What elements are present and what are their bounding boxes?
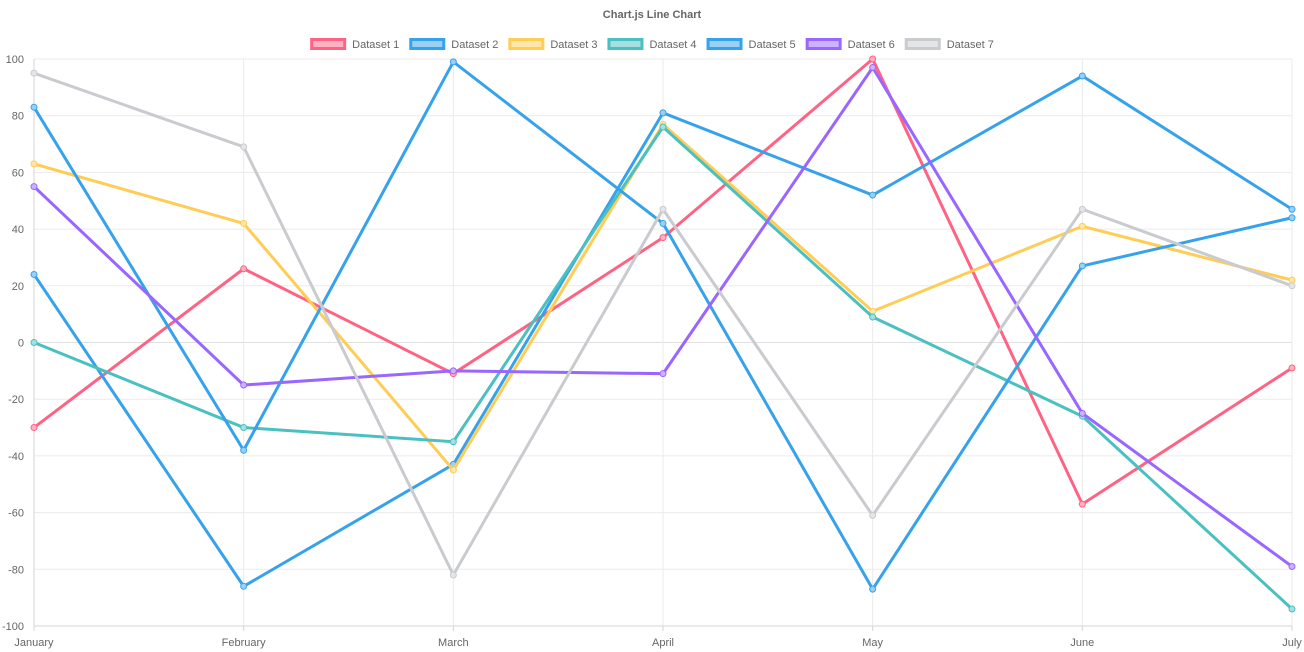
data-point[interactable]	[1288, 562, 1296, 570]
data-point[interactable]	[1078, 222, 1086, 230]
data-point[interactable]	[449, 466, 457, 474]
data-point[interactable]	[659, 123, 667, 131]
data-point[interactable]	[30, 103, 38, 111]
data-point[interactable]	[240, 424, 248, 432]
x-tick-label: January	[14, 637, 54, 649]
series-lines	[30, 55, 1296, 613]
data-point[interactable]	[449, 571, 457, 579]
series-5	[30, 58, 1296, 593]
data-point[interactable]	[30, 160, 38, 168]
legend-item[interactable]: Dataset 7	[904, 38, 994, 51]
data-point[interactable]	[869, 55, 877, 63]
data-point[interactable]	[659, 205, 667, 213]
x-tick-label: June	[1070, 637, 1094, 649]
x-tick-label: July	[1282, 637, 1302, 649]
legend-label: Dataset 2	[451, 39, 498, 51]
y-tick-label: 20	[12, 281, 24, 293]
series-1	[30, 55, 1296, 508]
data-point[interactable]	[449, 367, 457, 375]
legend: Dataset 1 Dataset 2 Dataset 3 Dataset 4 Data…	[310, 38, 994, 51]
legend-label: Dataset 6	[848, 39, 895, 51]
series-7	[30, 69, 1296, 579]
data-point[interactable]	[240, 446, 248, 454]
x-tick-label: March	[438, 637, 469, 649]
data-point[interactable]	[1078, 72, 1086, 80]
y-tick-label: 100	[6, 54, 24, 66]
data-point[interactable]	[240, 143, 248, 151]
y-tick-label: 60	[12, 167, 24, 179]
data-point[interactable]	[1288, 276, 1296, 284]
chart-title: Chart.js Line Chart	[603, 9, 702, 21]
data-point[interactable]	[1288, 364, 1296, 372]
data-point[interactable]	[240, 219, 248, 227]
data-point[interactable]	[869, 191, 877, 199]
y-tick-label: -60	[8, 508, 24, 520]
data-point[interactable]	[659, 234, 667, 242]
data-point[interactable]	[30, 424, 38, 432]
data-point[interactable]	[869, 64, 877, 72]
data-point[interactable]	[449, 58, 457, 66]
legend-item[interactable]: Dataset 5	[706, 38, 796, 51]
data-point[interactable]	[659, 370, 667, 378]
y-tick-label: 80	[12, 111, 24, 123]
legend-swatch	[706, 38, 743, 50]
data-point[interactable]	[1288, 282, 1296, 290]
data-point[interactable]	[240, 582, 248, 590]
y-tick-label: -80	[8, 564, 24, 576]
legend-label: Dataset 7	[947, 39, 994, 51]
y-tick-label: -100	[2, 621, 24, 633]
data-point[interactable]	[1288, 605, 1296, 613]
legend-item[interactable]: Dataset 4	[607, 38, 697, 51]
legend-item[interactable]: Dataset 2	[409, 38, 499, 51]
y-tick-label: -20	[8, 394, 24, 406]
grid	[33, 58, 1293, 631]
y-tick-label: -40	[8, 451, 24, 463]
legend-swatch	[409, 38, 446, 50]
x-tick-label: April	[652, 637, 674, 649]
data-point[interactable]	[30, 183, 38, 191]
legend-label: Dataset 4	[649, 39, 696, 51]
data-point[interactable]	[869, 511, 877, 519]
legend-swatch	[310, 38, 347, 50]
data-point[interactable]	[1288, 205, 1296, 213]
data-point[interactable]	[1078, 205, 1086, 213]
data-point[interactable]	[1078, 262, 1086, 270]
legend-label: Dataset 1	[352, 39, 399, 51]
legend-label: Dataset 3	[550, 39, 597, 51]
data-point[interactable]	[1078, 500, 1086, 508]
legend-swatch	[607, 38, 644, 50]
data-point[interactable]	[659, 109, 667, 117]
data-point[interactable]	[1288, 214, 1296, 222]
data-point[interactable]	[30, 69, 38, 77]
legend-item[interactable]: Dataset 3	[508, 38, 598, 51]
data-point[interactable]	[240, 381, 248, 389]
legend-swatch	[904, 38, 941, 50]
data-point[interactable]	[869, 313, 877, 321]
data-point[interactable]	[659, 219, 667, 227]
data-point[interactable]	[30, 339, 38, 346]
data-point[interactable]	[449, 438, 457, 446]
legend-label: Dataset 5	[749, 39, 796, 51]
y-tick-label: 40	[12, 224, 24, 236]
y-tick-label: 0	[18, 338, 24, 350]
series-6	[30, 64, 1296, 570]
data-point[interactable]	[30, 270, 38, 278]
legend-swatch	[805, 38, 842, 50]
x-tick-label: February	[222, 637, 267, 649]
legend-swatch	[508, 38, 545, 50]
data-point[interactable]	[869, 585, 877, 593]
x-tick-label: May	[862, 637, 883, 649]
data-point[interactable]	[1078, 409, 1086, 417]
data-point[interactable]	[240, 265, 248, 273]
axes: 100 80 60 40 20 0 -20 -40 -60 -80 -100 January Febru…	[2, 54, 1302, 649]
legend-item[interactable]: Dataset 1	[310, 38, 400, 51]
legend-item[interactable]: Dataset 6	[805, 38, 895, 51]
